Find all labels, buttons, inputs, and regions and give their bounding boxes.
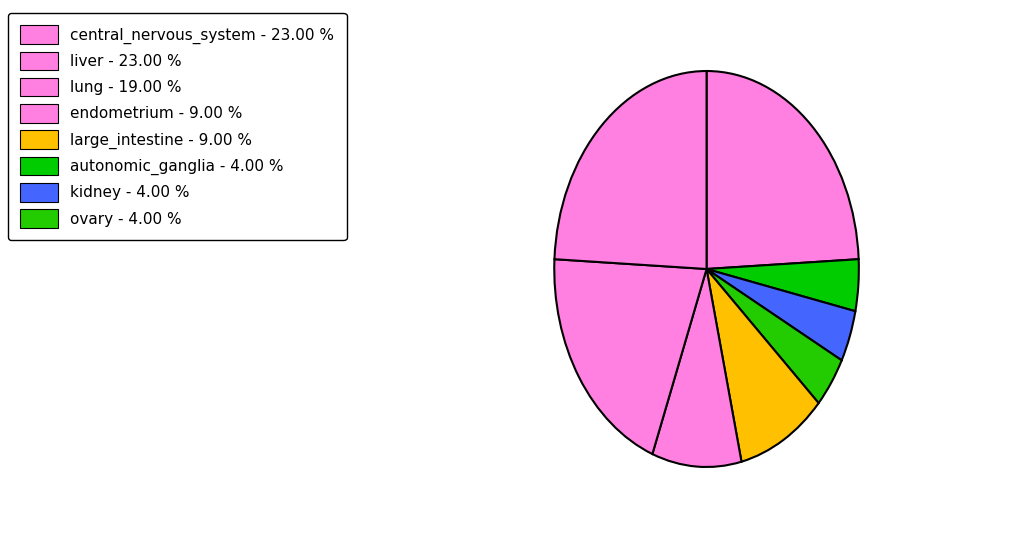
Wedge shape <box>707 269 818 462</box>
Wedge shape <box>707 269 842 403</box>
Wedge shape <box>554 259 707 454</box>
Wedge shape <box>652 269 741 467</box>
Wedge shape <box>707 259 859 311</box>
Wedge shape <box>554 71 707 269</box>
Legend: central_nervous_system - 23.00 %, liver - 23.00 %, lung - 19.00 %, endometrium -: central_nervous_system - 23.00 %, liver … <box>7 13 346 240</box>
Wedge shape <box>707 269 855 360</box>
Wedge shape <box>707 71 859 269</box>
